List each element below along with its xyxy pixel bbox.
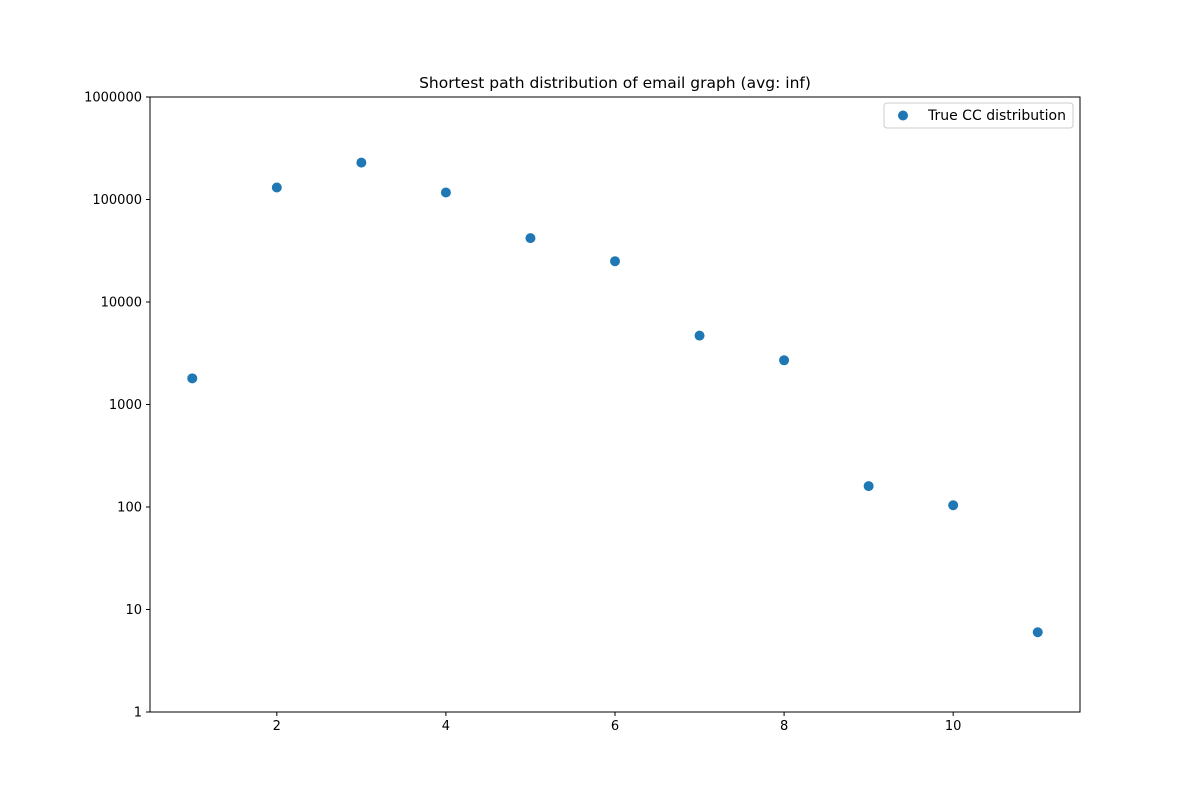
- data-point: [779, 355, 790, 366]
- plot-frame: [149, 96, 1081, 713]
- y-tick-label: 10: [125, 603, 142, 618]
- data-point: [525, 233, 536, 244]
- y-tick-label: 10000: [101, 296, 142, 311]
- legend: True CC distribution: [883, 102, 1074, 129]
- x-tick-label: 6: [611, 719, 619, 734]
- legend-label: True CC distribution: [927, 108, 1066, 124]
- data-point: [863, 481, 874, 492]
- y-tick-label: 1000000: [84, 91, 142, 106]
- x-tick-label: 4: [442, 719, 450, 734]
- legend-box: [883, 102, 1074, 129]
- data-point: [1032, 627, 1043, 638]
- y-axis: 1 10 100 1000 10000 100000 1000000: [84, 91, 150, 721]
- data-point: [440, 187, 451, 198]
- y-tick-label: 1: [134, 706, 142, 721]
- data-point: [610, 256, 620, 267]
- data-points: [187, 157, 1043, 638]
- x-axis: 2 4 6 8 10: [273, 712, 962, 734]
- x-tick-label: 8: [780, 719, 788, 734]
- y-tick-label: 1000: [109, 398, 142, 413]
- data-point: [948, 500, 959, 511]
- data-point: [271, 182, 282, 193]
- x-tick-label: 10: [945, 719, 962, 734]
- data-point: [694, 330, 705, 341]
- data-point: [356, 157, 367, 168]
- y-tick-label: 100000: [92, 193, 142, 208]
- chart-title: Shortest path distribution of email grap…: [419, 74, 811, 92]
- legend-marker: [898, 110, 908, 121]
- x-tick-label: 2: [273, 719, 281, 734]
- data-point: [187, 373, 198, 384]
- y-tick-label: 100: [117, 501, 142, 516]
